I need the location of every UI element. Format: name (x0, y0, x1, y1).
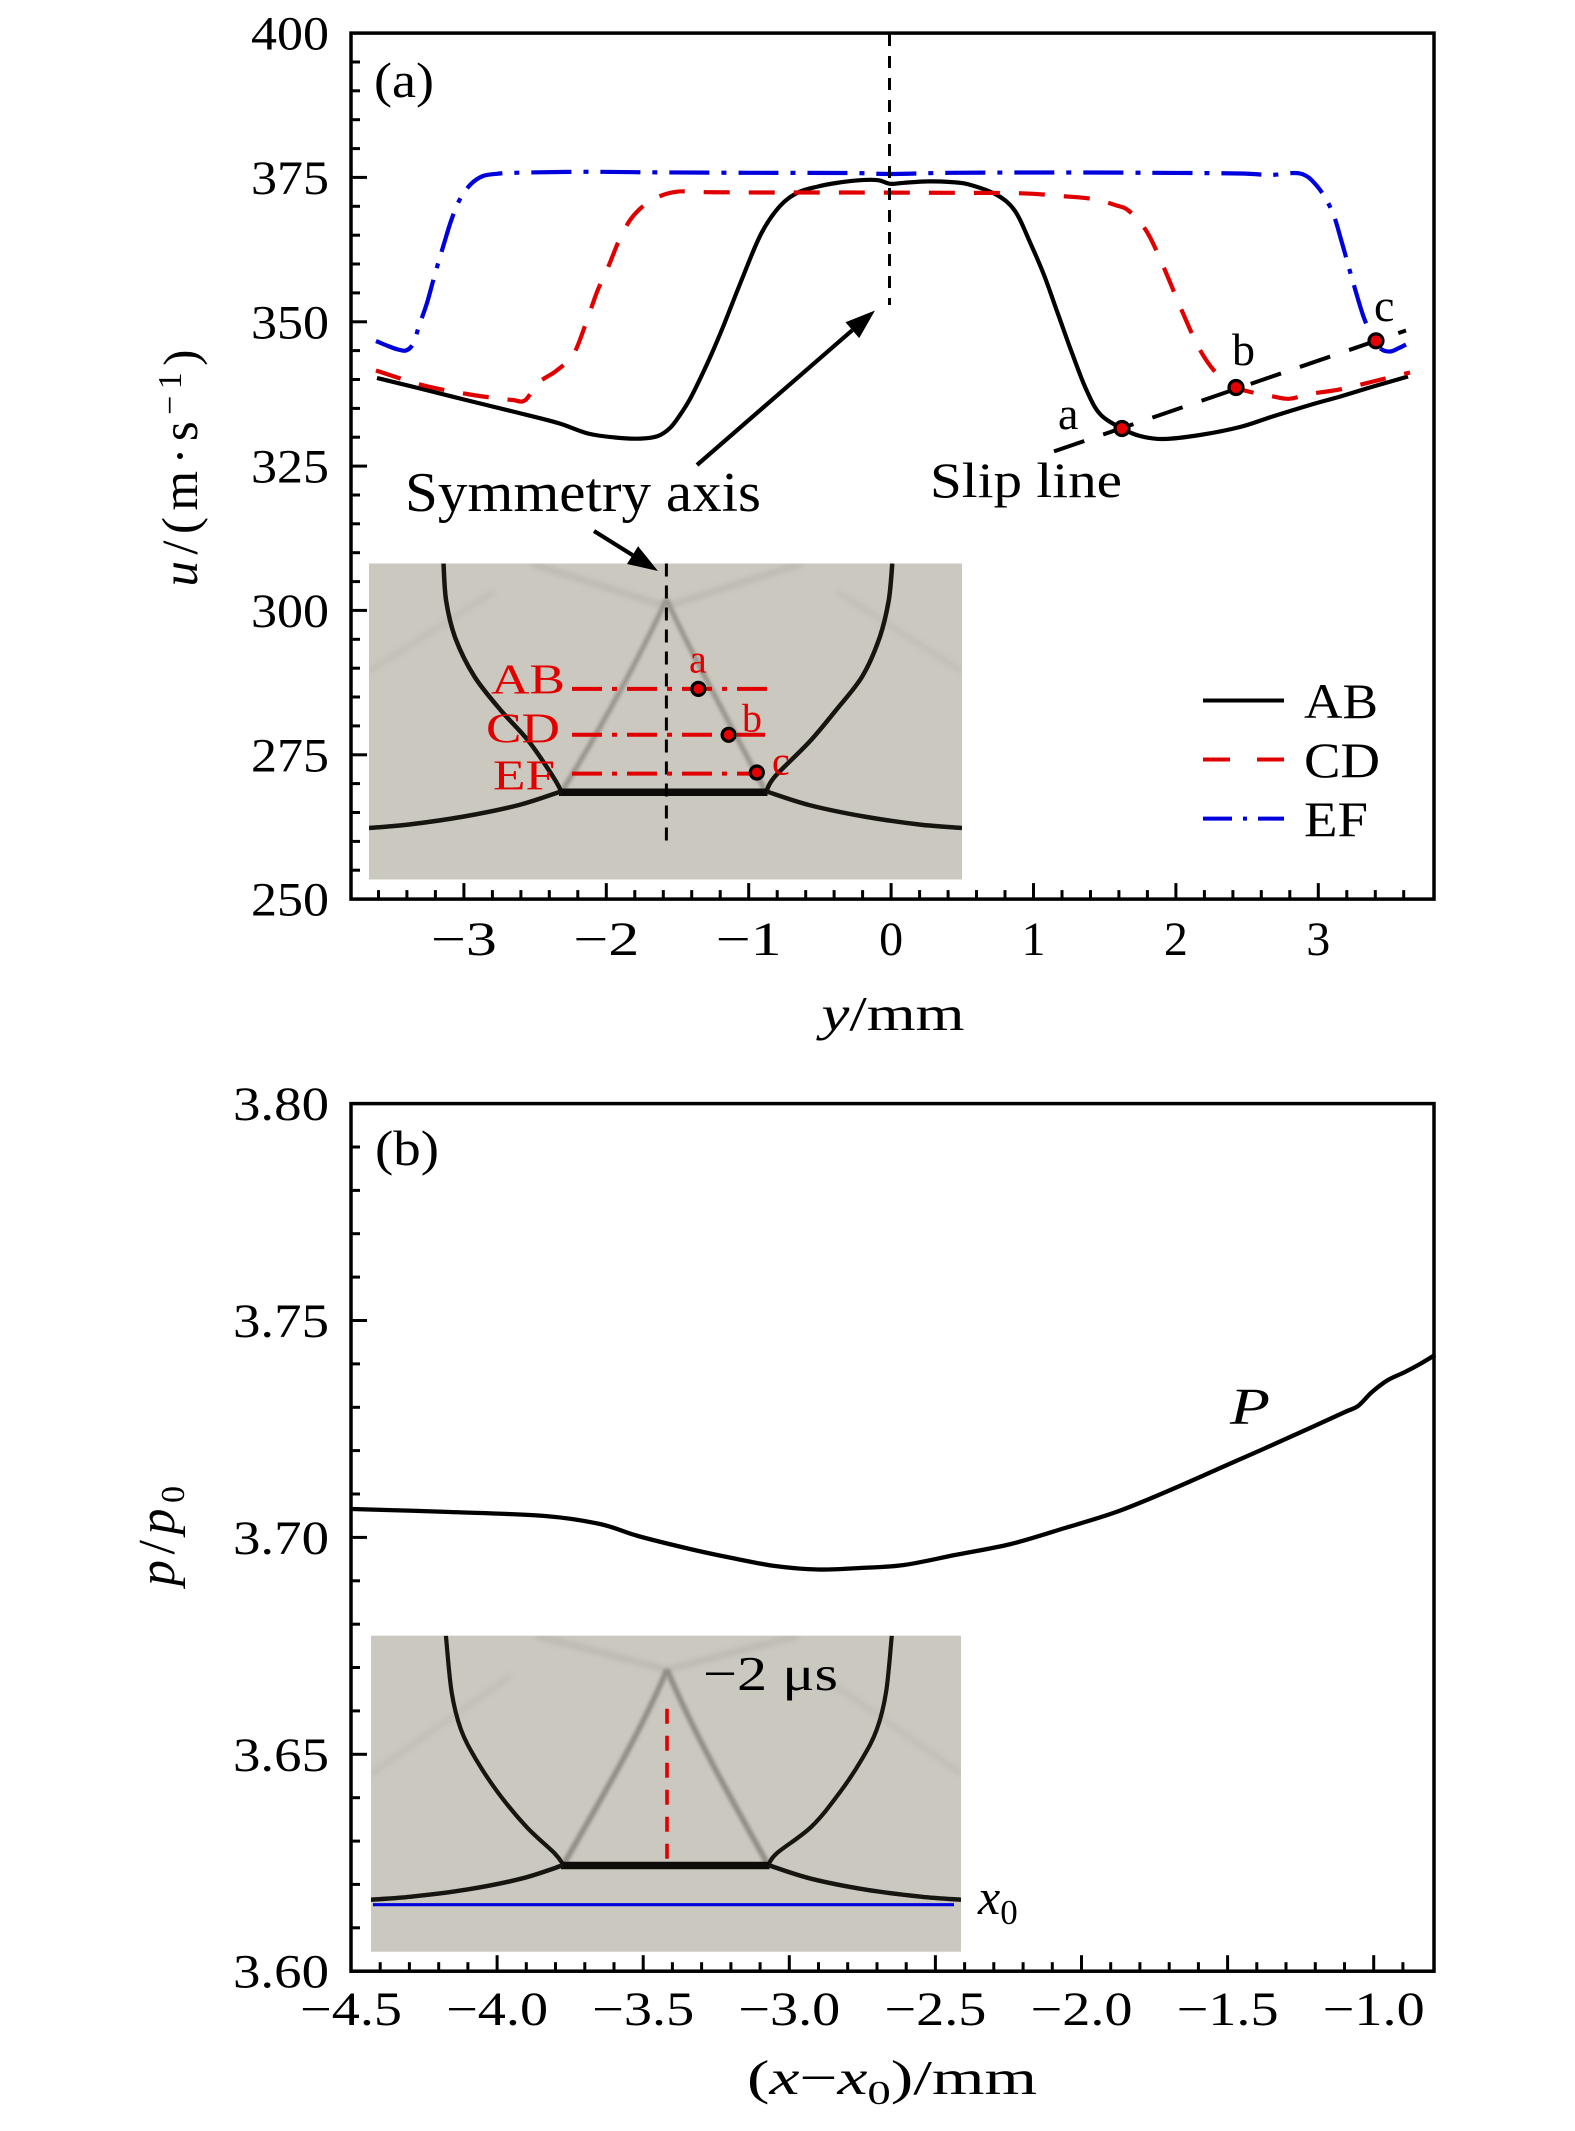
svg-text:0: 0 (879, 913, 903, 966)
svg-text:−4.5: −4.5 (300, 1983, 402, 2036)
svg-text:1: 1 (1022, 913, 1046, 966)
svg-text:y/mm: y/mm (815, 986, 964, 1041)
svg-text:300: 300 (251, 585, 329, 638)
svg-text:b: b (742, 696, 762, 741)
svg-text:−4.0: −4.0 (446, 1983, 548, 2036)
svg-text:(x−x0)/mm: (x − x 0)/mm (747, 2050, 1037, 2112)
svg-text:(a): (a) (374, 52, 434, 108)
svg-text:Symmetry axis: Symmetry axis (405, 462, 761, 524)
svg-text:P: P (1229, 1379, 1270, 1436)
svg-text:275: 275 (251, 729, 329, 782)
svg-text:−2: −2 (573, 913, 639, 966)
svg-text:−1: −1 (716, 913, 782, 966)
svg-text:Slip line: Slip line (930, 452, 1122, 508)
svg-text:(b): (b) (375, 1120, 439, 1176)
svg-text:−3.5: −3.5 (592, 1983, 694, 2036)
svg-text:AB: AB (491, 658, 565, 704)
svg-text:c: c (1374, 280, 1394, 331)
svg-text:AB: AB (1304, 673, 1378, 729)
svg-text:a: a (689, 637, 707, 682)
svg-text:b: b (1232, 324, 1255, 375)
svg-text:−2.0: −2.0 (1031, 1983, 1133, 2036)
svg-text:2: 2 (1164, 913, 1188, 966)
svg-text:400: 400 (251, 8, 329, 61)
svg-text:−2 μs: −2 μs (703, 1646, 838, 1701)
svg-text:EF: EF (493, 754, 555, 800)
svg-text:350: 350 (251, 296, 329, 349)
svg-text:250: 250 (251, 874, 329, 927)
svg-text:−3.0: −3.0 (738, 1983, 840, 2036)
svg-text:3.80: 3.80 (233, 1078, 329, 1131)
svg-text:CD: CD (1304, 732, 1380, 788)
svg-text:3: 3 (1306, 913, 1330, 966)
svg-text:375: 375 (251, 152, 329, 205)
svg-text:3.70: 3.70 (233, 1512, 329, 1565)
svg-text:CD: CD (486, 707, 560, 753)
svg-text:325: 325 (251, 441, 329, 494)
svg-text:−3: −3 (431, 913, 497, 966)
svg-text:EF: EF (1304, 791, 1368, 847)
svg-text:x0: x0 (977, 1869, 1018, 1932)
svg-text:3.75: 3.75 (233, 1295, 329, 1348)
svg-text:−1.5: −1.5 (1177, 1983, 1279, 2036)
svg-text:3.60: 3.60 (233, 1946, 329, 1999)
svg-text:a: a (1058, 388, 1078, 439)
svg-text:−2.5: −2.5 (884, 1983, 986, 2036)
svg-text:−1.0: −1.0 (1323, 1983, 1425, 2036)
svg-text:3.65: 3.65 (233, 1729, 329, 1782)
svg-text:c: c (772, 739, 790, 784)
